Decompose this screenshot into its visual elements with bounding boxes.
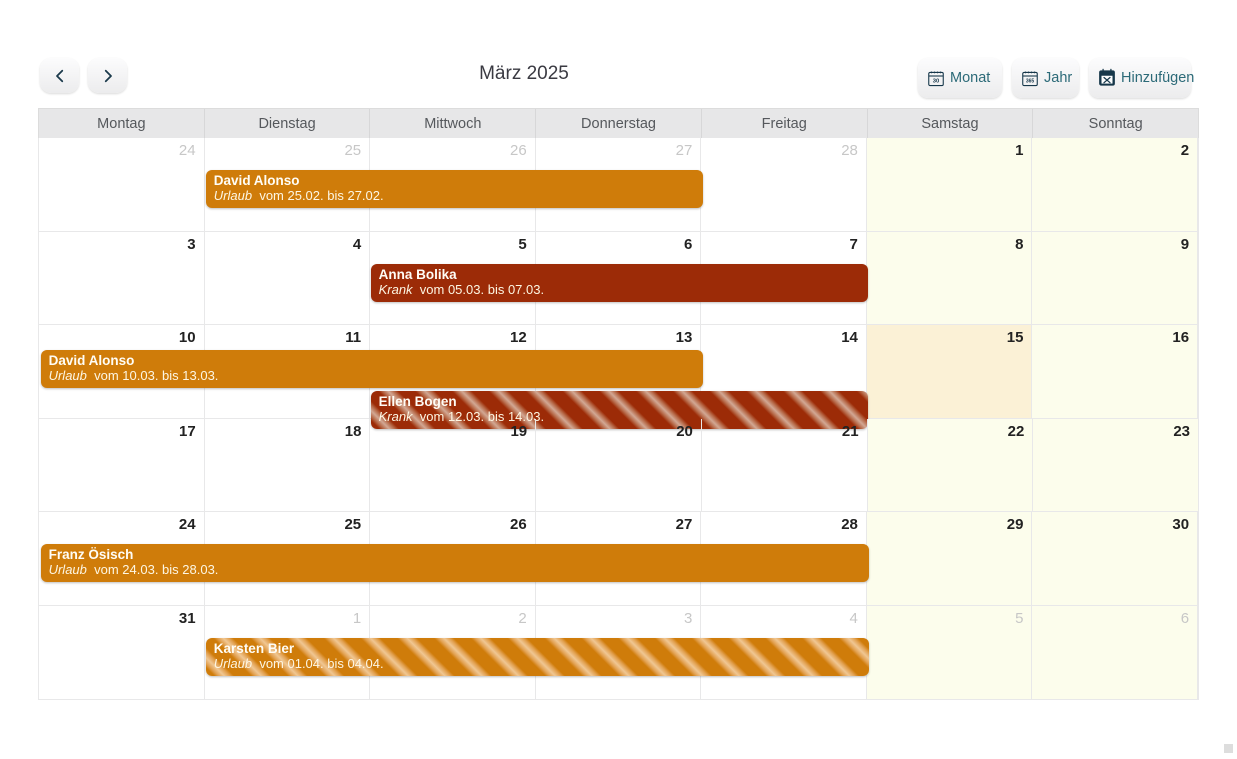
svg-text:365: 365 bbox=[1026, 78, 1035, 84]
svg-text:30: 30 bbox=[933, 79, 939, 85]
